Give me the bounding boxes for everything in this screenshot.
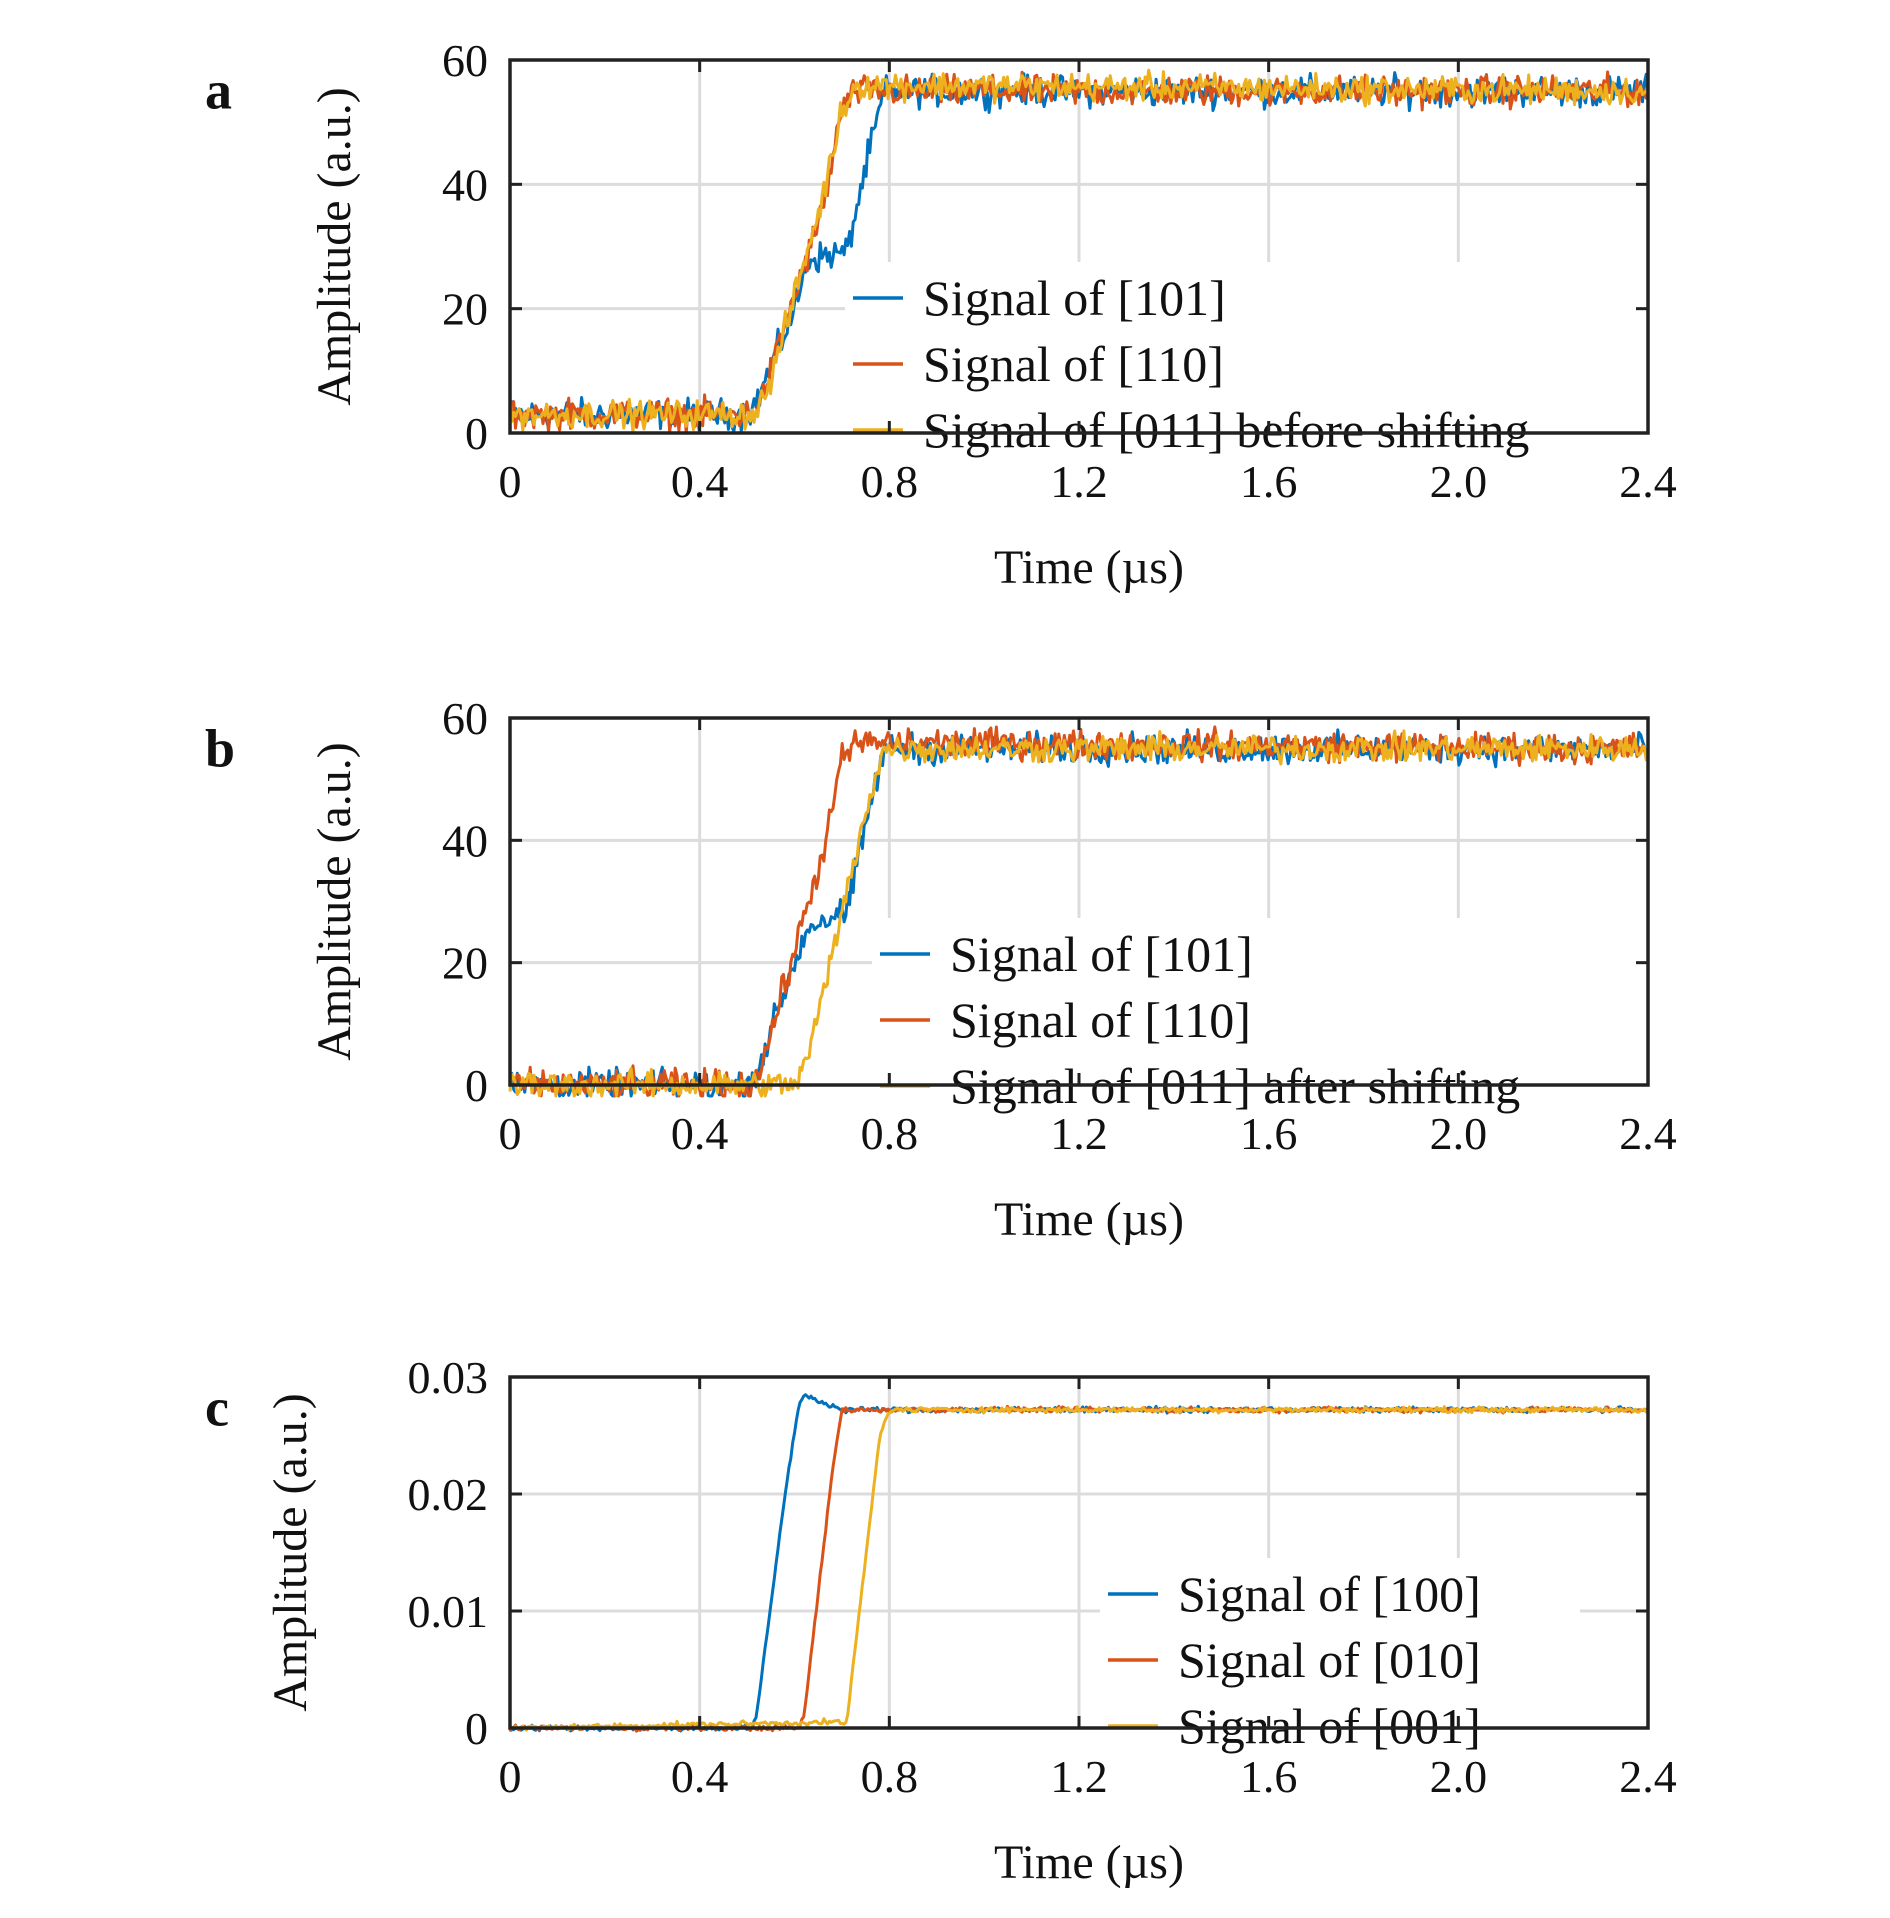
x-tick-label: 2.4: [1619, 1751, 1677, 1802]
legend-box: [1100, 1558, 1580, 1758]
y-tick-label: 40: [442, 159, 488, 210]
y-tick-label: 0.03: [408, 1352, 489, 1403]
x-tick-label: 1.2: [1050, 1751, 1108, 1802]
x-tick-label: 0.8: [861, 1108, 919, 1159]
legend-label-0: Signal of [101]: [950, 926, 1253, 982]
legend-label-1: Signal of [010]: [1178, 1632, 1481, 1688]
x-tick-label: 0: [499, 1751, 522, 1802]
x-tick-label: 2.4: [1619, 1108, 1677, 1159]
panel-letter: b: [205, 718, 235, 778]
panel-letter: a: [205, 60, 232, 120]
y-axis-label: Amplitude (a.u.): [264, 1393, 317, 1712]
series-line-1: [509, 70, 1650, 435]
y-tick-label: 0: [465, 1703, 488, 1754]
legend-label-0: Signal of [100]: [1178, 1566, 1481, 1622]
x-tick-label: 1.6: [1240, 1108, 1298, 1159]
x-tick-label: 0: [499, 456, 522, 507]
y-tick-label: 20: [442, 284, 488, 335]
y-tick-label: 20: [442, 938, 488, 989]
legend-label-0: Signal of [101]: [923, 270, 1226, 326]
x-tick-label: 2.0: [1430, 456, 1488, 507]
legend: Signal of [101] Signal of [110] Signal of …: [845, 262, 1845, 458]
x-axis-label: Time (µs): [994, 1193, 1184, 1246]
legend-box: [845, 262, 1845, 444]
x-tick-label: 1.2: [1050, 1108, 1108, 1159]
y-tick-label: 0: [465, 408, 488, 459]
legend: Signal of [100] Signal of [010] Signal of …: [1100, 1558, 1580, 1758]
x-tick-label: 0.4: [671, 1108, 729, 1159]
legend-label-2: Signal of [001]: [1178, 1698, 1481, 1754]
y-axis-label: Amplitude (a.u.): [308, 87, 361, 406]
y-tick-label: 0.02: [408, 1469, 489, 1520]
y-tick-label: 40: [442, 815, 488, 866]
legend-label-1: Signal of [110]: [950, 992, 1251, 1048]
x-axis-label: Time (µs): [994, 541, 1184, 594]
y-tick-label: 0.01: [408, 1586, 489, 1637]
x-tick-label: 0: [499, 1108, 522, 1159]
x-tick-label: 1.6: [1240, 1751, 1298, 1802]
x-tick-label: 2.4: [1619, 456, 1677, 507]
x-tick-label: 0.4: [671, 1751, 729, 1802]
x-tick-label: 0.8: [861, 1751, 919, 1802]
y-tick-label: 60: [442, 693, 488, 744]
x-tick-label: 2.0: [1430, 1108, 1488, 1159]
legend: Signal of [101]Signal of [110]Signal of …: [872, 918, 1832, 1114]
panel-letter: c: [205, 1377, 229, 1437]
y-axis-label: Amplitude (a.u.): [308, 742, 361, 1061]
x-tick-label: 0.4: [671, 456, 729, 507]
x-axis-label: Time (µs): [994, 1836, 1184, 1889]
x-tick-label: 2.0: [1430, 1751, 1488, 1802]
legend-label-1: Signal of [110]: [923, 336, 1224, 392]
legend-label-2: Signal of [011] before shifting: [923, 402, 1529, 458]
y-tick-label: 0: [465, 1060, 488, 1111]
x-tick-label: 0.8: [861, 456, 919, 507]
y-tick-label: 60: [442, 35, 488, 86]
legend-box: [872, 918, 1832, 1108]
x-tick-label: 1.2: [1050, 456, 1108, 507]
x-tick-label: 1.6: [1240, 456, 1298, 507]
